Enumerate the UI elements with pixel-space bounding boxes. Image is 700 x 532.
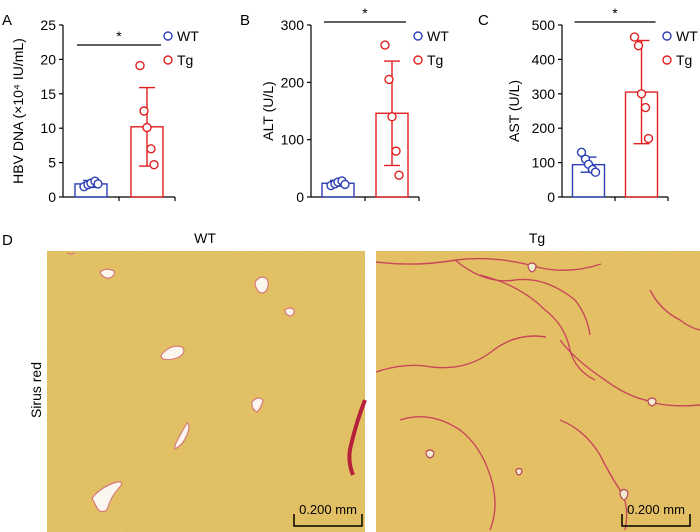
vessel-lumens-wt xyxy=(66,252,295,513)
y-axis-label: ALT (U/L) xyxy=(260,81,276,140)
y-tick-label: 300 xyxy=(532,86,556,102)
y-tick-label: 25 xyxy=(40,17,56,33)
micrograph-wt xyxy=(47,251,367,532)
scale-bar-label-tg: 0.200 mm xyxy=(627,502,685,517)
data-point-wt xyxy=(576,147,587,157)
panel-letter-c: C xyxy=(478,12,489,29)
chart-alt: 0 100 200 300 ALT (U/L) * WT Tg xyxy=(260,5,449,205)
panel-letter-b: B xyxy=(240,12,250,29)
y-axis-label: HBV DNA (×10⁴ IU/mL) xyxy=(10,38,26,184)
y-tick-label: 15 xyxy=(40,86,56,102)
y-tick-label: 20 xyxy=(40,51,56,67)
panel-letter-d: D xyxy=(2,232,13,249)
chart-ast: 0 100 200 300 400 500 AST (U/L) * WT Tg xyxy=(506,5,698,205)
y-tick-label: 400 xyxy=(532,51,556,67)
chart-hbv-dna: 0 5 10 15 20 25 HBV DNA (×10⁴ IU/mL) * WT Tg xyxy=(10,17,199,205)
data-point-tg xyxy=(139,106,149,116)
data-point-tg xyxy=(633,40,644,51)
y-axis-label: AST (U/L) xyxy=(506,80,522,142)
legend-marker-tg xyxy=(163,55,173,65)
scale-bar-wt: 0.200 mm xyxy=(293,502,363,527)
micro-title-wt: WT xyxy=(194,230,216,246)
y-tick-label: 100 xyxy=(281,132,305,148)
stain-label: Sirus red xyxy=(28,362,44,418)
panel-letter-a: A xyxy=(2,12,12,29)
data-point-wt xyxy=(590,167,601,177)
legend-label-wt: WT xyxy=(676,28,698,44)
fibrosis-strands-tg xyxy=(375,257,700,531)
legend-marker-tg xyxy=(413,55,423,65)
significance-marker: * xyxy=(116,28,122,44)
data-point-tg xyxy=(380,40,390,50)
y-tick-label: 200 xyxy=(281,74,305,90)
data-point-wt xyxy=(93,179,103,189)
legend-label-tg: Tg xyxy=(177,52,193,68)
scale-bar-tg: 0.200 mm xyxy=(621,502,691,527)
y-tick-label: 5 xyxy=(48,155,56,171)
legend-label-wt: WT xyxy=(427,28,449,44)
y-tick-label: 100 xyxy=(532,155,556,171)
micro-title-tg: Tg xyxy=(529,230,545,246)
significance-marker: * xyxy=(362,5,368,21)
micrograph-tg xyxy=(375,251,700,532)
y-tick-label: 0 xyxy=(547,189,555,205)
legend-label-wt: WT xyxy=(177,28,199,44)
data-point-tg xyxy=(387,112,397,122)
legend-marker-wt xyxy=(662,31,672,41)
data-point-tg xyxy=(643,133,654,144)
legend-label-tg: Tg xyxy=(427,52,443,68)
data-point-tg xyxy=(629,32,640,42)
scale-bar-label-wt: 0.200 mm xyxy=(299,502,357,517)
data-point-tg xyxy=(640,102,651,113)
data-point-tg xyxy=(636,89,647,99)
y-tick-label: 0 xyxy=(48,189,56,205)
collagen-septum-wt xyxy=(347,399,367,476)
y-tick-label: 300 xyxy=(281,17,305,33)
y-tick-label: 200 xyxy=(532,120,556,136)
y-tick-label: 500 xyxy=(532,17,556,33)
data-point-tg xyxy=(135,60,145,71)
data-point-tg xyxy=(146,144,156,154)
data-point-wt xyxy=(340,179,350,190)
legend-marker-wt xyxy=(163,31,173,41)
legend-marker-tg xyxy=(662,55,672,65)
significance-marker: * xyxy=(612,5,618,21)
data-point-tg xyxy=(394,170,404,180)
data-point-tg xyxy=(149,159,159,170)
data-point-tg xyxy=(384,74,394,85)
y-tick-label: 0 xyxy=(296,189,304,205)
vessel-lumens-tg xyxy=(425,262,657,501)
data-point-tg xyxy=(142,122,152,133)
y-tick-label: 10 xyxy=(40,120,56,136)
data-point-tg xyxy=(391,146,401,156)
legend-label-tg: Tg xyxy=(676,52,692,68)
legend-marker-wt xyxy=(413,31,423,41)
